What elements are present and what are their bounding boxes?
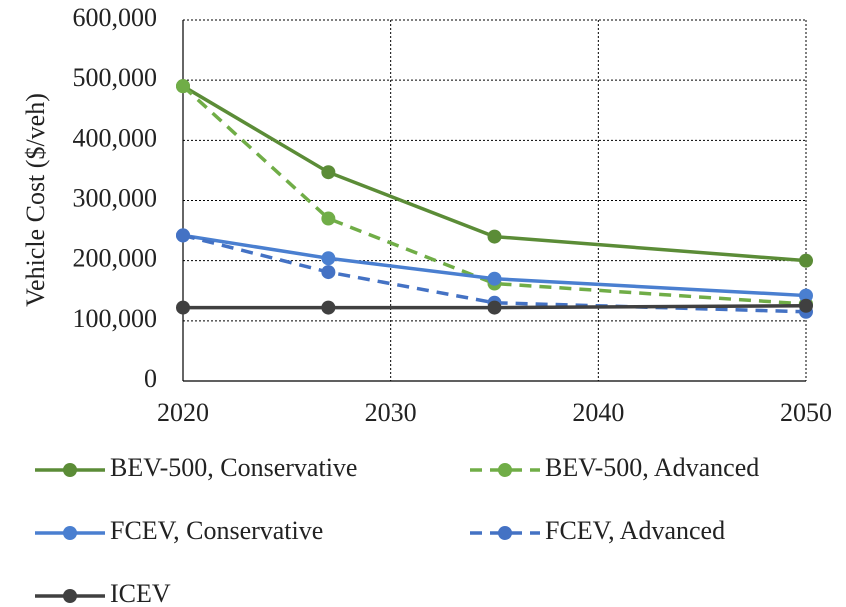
y-tick-label: 100,000 bbox=[73, 304, 158, 333]
legend-marker bbox=[498, 463, 512, 477]
data-point bbox=[487, 229, 502, 244]
legend-label: BEV-500, Conservative bbox=[110, 453, 357, 482]
legend-label: FCEV, Advanced bbox=[545, 516, 725, 545]
x-tick-label: 2040 bbox=[572, 398, 624, 427]
legend-marker bbox=[63, 589, 77, 603]
legend-label: BEV-500, Advanced bbox=[545, 453, 759, 482]
x-tick-label: 2020 bbox=[157, 398, 209, 427]
data-point bbox=[176, 300, 190, 315]
y-tick-label: 0 bbox=[144, 364, 157, 393]
data-point bbox=[321, 165, 336, 180]
series-line bbox=[182, 233, 807, 298]
data-point bbox=[321, 211, 336, 226]
y-tick-label: 200,000 bbox=[73, 244, 158, 273]
data-point bbox=[321, 300, 336, 315]
y-tick-label: 400,000 bbox=[73, 123, 158, 152]
legend-label: ICEV bbox=[110, 579, 171, 607]
data-point bbox=[487, 271, 502, 286]
y-axis-label: Vehicle Cost ($/veh) bbox=[21, 93, 50, 307]
data-point bbox=[799, 288, 813, 303]
x-tick-label: 2050 bbox=[780, 398, 832, 427]
data-point bbox=[487, 300, 502, 315]
y-tick-label: 600,000 bbox=[73, 3, 158, 32]
data-point bbox=[176, 79, 190, 94]
legend-marker bbox=[63, 463, 77, 477]
series-line bbox=[182, 84, 807, 263]
y-tick-label: 500,000 bbox=[73, 63, 158, 92]
legend-marker bbox=[63, 526, 77, 540]
data-point bbox=[799, 298, 813, 313]
series-line bbox=[181, 84, 807, 306]
legend-marker bbox=[498, 526, 512, 540]
y-tick-label: 300,000 bbox=[73, 183, 158, 212]
data-point bbox=[321, 265, 336, 280]
x-tick-label: 2030 bbox=[365, 398, 417, 427]
legend-label: FCEV, Conservative bbox=[110, 516, 323, 545]
data-point bbox=[799, 253, 813, 268]
series-line bbox=[183, 304, 807, 310]
data-point bbox=[176, 228, 190, 243]
data-point bbox=[321, 251, 336, 266]
